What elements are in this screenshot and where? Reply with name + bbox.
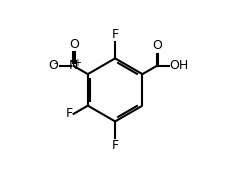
Text: OH: OH [170,59,189,72]
Text: N: N [69,59,78,72]
Text: F: F [112,139,119,152]
Text: O: O [69,38,79,51]
Text: O: O [49,59,59,72]
Text: F: F [65,107,73,120]
Text: O: O [153,40,162,53]
Text: F: F [112,28,119,41]
Text: -: - [54,58,57,68]
Text: +: + [73,58,81,68]
